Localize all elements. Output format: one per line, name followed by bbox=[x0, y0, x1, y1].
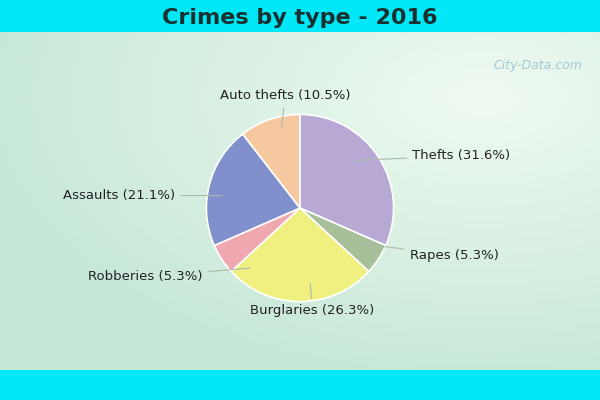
Wedge shape bbox=[242, 114, 300, 208]
Wedge shape bbox=[231, 208, 369, 302]
Text: Rapes (5.3%): Rapes (5.3%) bbox=[359, 243, 499, 262]
Text: Robberies (5.3%): Robberies (5.3%) bbox=[88, 268, 250, 283]
Wedge shape bbox=[300, 208, 386, 272]
Text: Thefts (31.6%): Thefts (31.6%) bbox=[355, 149, 511, 162]
Text: Auto thefts (10.5%): Auto thefts (10.5%) bbox=[220, 89, 350, 128]
Text: Burglaries (26.3%): Burglaries (26.3%) bbox=[250, 283, 374, 317]
Wedge shape bbox=[300, 114, 394, 246]
Text: Assaults (21.1%): Assaults (21.1%) bbox=[63, 189, 223, 202]
Text: City-Data.com: City-Data.com bbox=[493, 59, 582, 72]
Wedge shape bbox=[206, 134, 300, 246]
Wedge shape bbox=[214, 208, 300, 272]
Text: Crimes by type - 2016: Crimes by type - 2016 bbox=[162, 8, 438, 28]
